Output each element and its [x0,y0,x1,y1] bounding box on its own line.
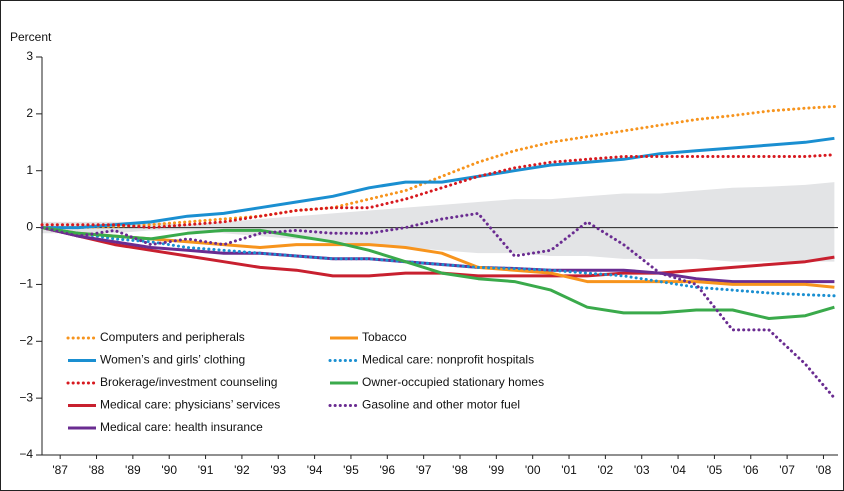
x-tick-label: '02 [598,463,614,477]
x-tick-label: '96 [379,463,395,477]
x-tick-label: '00 [525,463,541,477]
y-tick-label: 0 [26,220,33,234]
x-tick-label: '93 [270,463,286,477]
x-tick-label: '05 [707,463,723,477]
x-tick-label: '08 [816,463,832,477]
x-tick-label: '01 [561,463,577,477]
x-tick-label: '87 [52,463,68,477]
x-tick-label: '98 [452,463,468,477]
y-tick-label: 3 [26,49,33,63]
x-tick-label: '94 [307,463,323,477]
y-tick-label: 1 [26,163,33,177]
series-line [42,136,835,230]
x-tick-label: '07 [779,463,795,477]
legend-label: Brokerage/investment counseling [100,375,277,389]
legend-label: Tobacco [362,330,407,344]
legend-label: Computers and peripherals [100,330,245,344]
series-line [40,153,836,230]
y-tick-label: 2 [26,106,33,120]
band [42,182,835,262]
series-line [40,226,836,298]
x-tick-label: '88 [89,463,105,477]
legend-label: Owner-occupied stationary homes [362,375,544,389]
y-tick-label: −3 [19,390,33,404]
x-tick-label: '89 [125,463,141,477]
legend-label: Medical care: nonprofit hospitals [362,353,534,367]
series-line [41,226,835,320]
y-tick-label: −2 [19,333,33,347]
y-tick-label: −1 [19,277,33,291]
x-tick-label: '99 [489,463,505,477]
x-tick-label: '97 [416,463,432,477]
legend-label: Medical care: health insurance [100,420,263,434]
x-tick-label: '95 [343,463,359,477]
x-tick-label: '04 [670,463,686,477]
x-tick-label: '03 [634,463,650,477]
x-tick-label: '06 [743,463,759,477]
x-tick-label: '90 [161,463,177,477]
legend-label: Gasoline and other motor fuel [362,398,520,412]
series-line [40,211,836,400]
x-tick-label: '92 [234,463,250,477]
x-tick-label: '91 [198,463,214,477]
series-line [40,105,836,230]
y-tick-label: −4 [19,447,33,461]
legend-label: Medical care: physicians’ services [100,398,280,412]
legend-label: Women’s and girls’ clothing [100,353,245,367]
y-axis-label: Percent [10,30,52,44]
